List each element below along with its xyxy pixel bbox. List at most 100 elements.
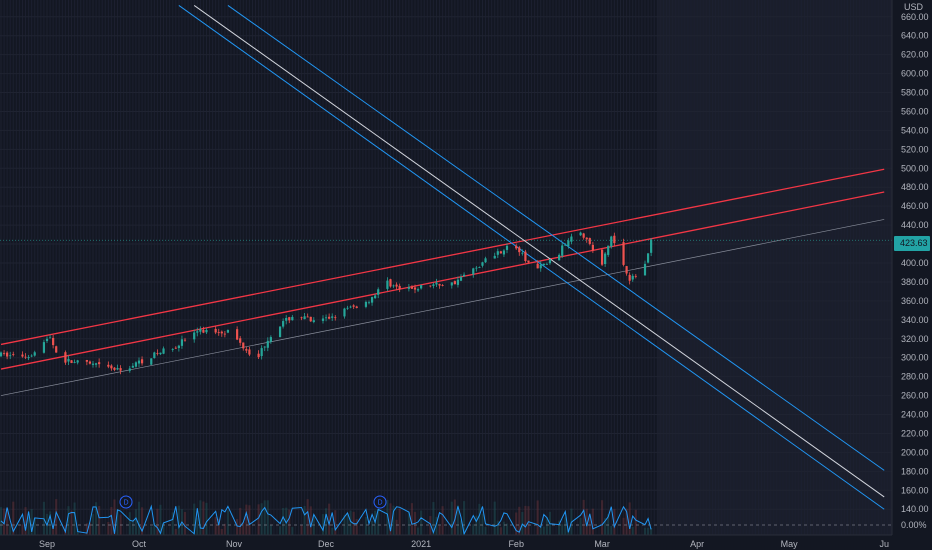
candle-body <box>303 316 306 320</box>
candle-body <box>159 352 162 355</box>
volume-bar <box>137 501 141 535</box>
candle-body <box>52 337 55 346</box>
event-marker-label: D <box>124 500 129 507</box>
volume-bar <box>257 504 260 535</box>
candle-body <box>591 244 594 251</box>
volume-bar <box>27 516 30 535</box>
price-axis-label: 320.00 <box>901 334 929 344</box>
volume-bar <box>628 502 631 535</box>
candle-body <box>650 239 653 253</box>
event-marker-circle[interactable] <box>373 495 387 509</box>
candle-body <box>150 358 153 365</box>
volume-bar <box>435 516 438 535</box>
candle-body <box>328 316 331 319</box>
candle-body <box>588 238 591 244</box>
volume-bar <box>561 524 564 535</box>
volume-bar <box>193 503 196 535</box>
event-marker-circle[interactable] <box>119 495 133 509</box>
candle-body <box>367 302 371 304</box>
time-axis[interactable]: Sep Oct Nov Dec 2021 Feb Mar Apr May Ju <box>39 539 889 549</box>
price-axis-label: 260.00 <box>901 391 929 401</box>
volume-bar <box>478 503 481 535</box>
candle-body <box>502 250 506 255</box>
volume-bar <box>263 500 266 535</box>
candle-body <box>386 280 389 289</box>
volume-bar <box>450 501 453 535</box>
price-axis[interactable]: 660.00 640.00 620.00 600.00 580.00 560.00 540.… <box>901 12 929 514</box>
volume-bar <box>220 528 223 535</box>
volume-bar <box>236 519 239 535</box>
volume-bar <box>73 502 76 535</box>
time-axis-label: Sep <box>39 539 55 549</box>
candle-body <box>64 352 67 363</box>
candle-body <box>352 305 355 307</box>
candle-body <box>76 360 79 363</box>
candle-body <box>98 362 101 365</box>
candle-body <box>429 285 432 287</box>
volume-bar <box>183 511 187 535</box>
price-axis-label: 640.00 <box>901 31 929 41</box>
candle-body <box>398 285 401 290</box>
volume-bar <box>321 514 325 535</box>
volume-bar <box>162 522 165 535</box>
future-area-shade <box>657 0 892 535</box>
volume-bar <box>564 517 567 535</box>
time-axis-label: 2021 <box>411 539 431 549</box>
candle-body <box>137 360 141 364</box>
candle-body <box>21 354 24 357</box>
volume-bar <box>493 501 496 535</box>
time-axis-label: Dec <box>318 539 335 549</box>
volume-bar <box>248 505 251 535</box>
volume-bar <box>355 518 358 535</box>
volume-bar <box>24 507 27 535</box>
time-axis-label: Feb <box>508 539 524 549</box>
event-marker-1[interactable]: D <box>119 495 133 509</box>
volume-bar <box>239 507 242 535</box>
volume-bar <box>518 506 521 535</box>
candle-body <box>622 242 625 265</box>
volume-bar <box>128 512 131 535</box>
volume-bar <box>309 506 312 535</box>
price-axis-label: 360.00 <box>901 296 929 306</box>
price-axis-label: 440.00 <box>901 220 929 230</box>
price-axis-label: 580.00 <box>901 88 929 98</box>
candle-body <box>604 253 607 265</box>
time-axis-label: May <box>781 539 799 549</box>
volume-bar <box>625 508 628 535</box>
candle-body <box>334 317 337 319</box>
volume-bar <box>94 502 98 535</box>
volume-bar <box>613 508 616 535</box>
candle-body <box>134 362 138 367</box>
candle-body <box>199 329 202 332</box>
candle-body <box>441 285 444 286</box>
volume-bar <box>346 514 349 535</box>
volume-bar <box>643 527 647 535</box>
candle-body <box>631 275 634 280</box>
candle-body <box>88 361 92 364</box>
price-axis-bg <box>892 0 932 550</box>
price-axis-label: 140.00 <box>901 504 929 514</box>
volume-bar <box>116 509 119 535</box>
candle-body <box>67 358 70 362</box>
candle-body <box>260 348 263 357</box>
volume-bar <box>398 508 401 535</box>
volume-bar <box>278 526 282 535</box>
volume-bar <box>174 528 177 535</box>
volume-bar <box>515 512 518 535</box>
volume-bar <box>591 508 594 535</box>
price-axis-label: 200.00 <box>901 447 929 457</box>
event-marker-2[interactable]: D <box>373 495 387 509</box>
candle-body <box>521 252 524 254</box>
candle-body <box>6 352 9 357</box>
volume-bar <box>214 517 217 535</box>
candle-body <box>70 360 73 364</box>
candle-body <box>248 349 251 355</box>
candle-body <box>269 337 272 342</box>
indicator-pane <box>0 504 892 536</box>
volume-bar <box>604 518 607 535</box>
candle-body <box>370 297 374 303</box>
volume-bar <box>456 505 460 535</box>
volume-bar <box>196 518 199 535</box>
candle-body <box>263 346 266 348</box>
